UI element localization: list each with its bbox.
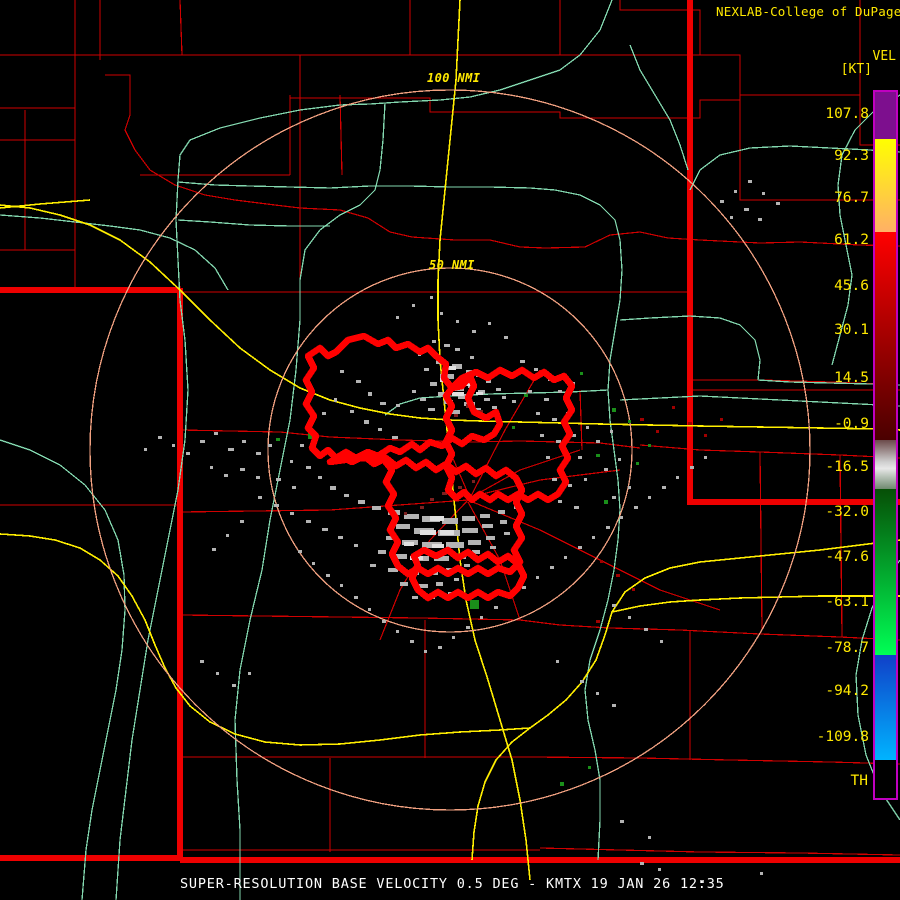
legend-tick-3: 61.2 (834, 232, 869, 248)
range-ring-label-50: 50 NMI (429, 258, 475, 272)
brand-header: NEXLAB-College of DuPage (716, 3, 900, 19)
legend-tick-13: -94.2 (825, 683, 869, 699)
legend-tick-14: -109.8 (816, 729, 869, 745)
legend-unit: [KT] (840, 62, 872, 77)
highways (0, 0, 900, 881)
colorbar-segment-yellow-orange (875, 138, 896, 232)
product-status-bar: SUPER-RESOLUTION BASE VELOCITY 0.5 DEG -… (180, 876, 725, 892)
legend-tick-6: 14.5 (834, 370, 869, 386)
legend-title: VEL (872, 49, 896, 64)
colorbar-segment-green (875, 489, 896, 656)
brand-label: NEXLAB-College of DuPage (716, 4, 900, 19)
colorbar-segment-gray (875, 440, 896, 490)
colorbar-segment-black (875, 759, 896, 798)
colorbar-segment-blue (875, 655, 896, 760)
legend-tick-4: 45.6 (834, 278, 869, 294)
legend-tick-5: 30.1 (834, 322, 869, 338)
legend-tick-7: -0.9 (834, 416, 869, 432)
range-ring-label-100: 100 NMI (427, 71, 481, 85)
legend-tick-12: -78.7 (825, 640, 869, 656)
warning-polygon (302, 332, 576, 602)
legend-tick-10: -47.6 (825, 549, 869, 565)
legend-tick-0: 107.8 (825, 106, 869, 122)
legend-tick-9: -32.0 (825, 504, 869, 520)
colorbar[interactable] (873, 90, 898, 800)
state-boundary (0, 0, 900, 863)
legend-tick-1: 92.3 (834, 148, 869, 164)
colorbar-segment-purple (875, 92, 896, 139)
velocity-legend: VEL [KT] 107.8 92.3 76.7 61.2 45.6 30.1 … (816, 0, 900, 900)
colorbar-segment-red (875, 231, 896, 441)
legend-tick-11: -63.1 (825, 594, 869, 610)
legend-tick-2: 76.7 (834, 190, 869, 206)
range-rings (89, 89, 811, 811)
legend-threshold-label: TH (850, 773, 868, 789)
legend-tick-8: -16.5 (825, 459, 869, 475)
